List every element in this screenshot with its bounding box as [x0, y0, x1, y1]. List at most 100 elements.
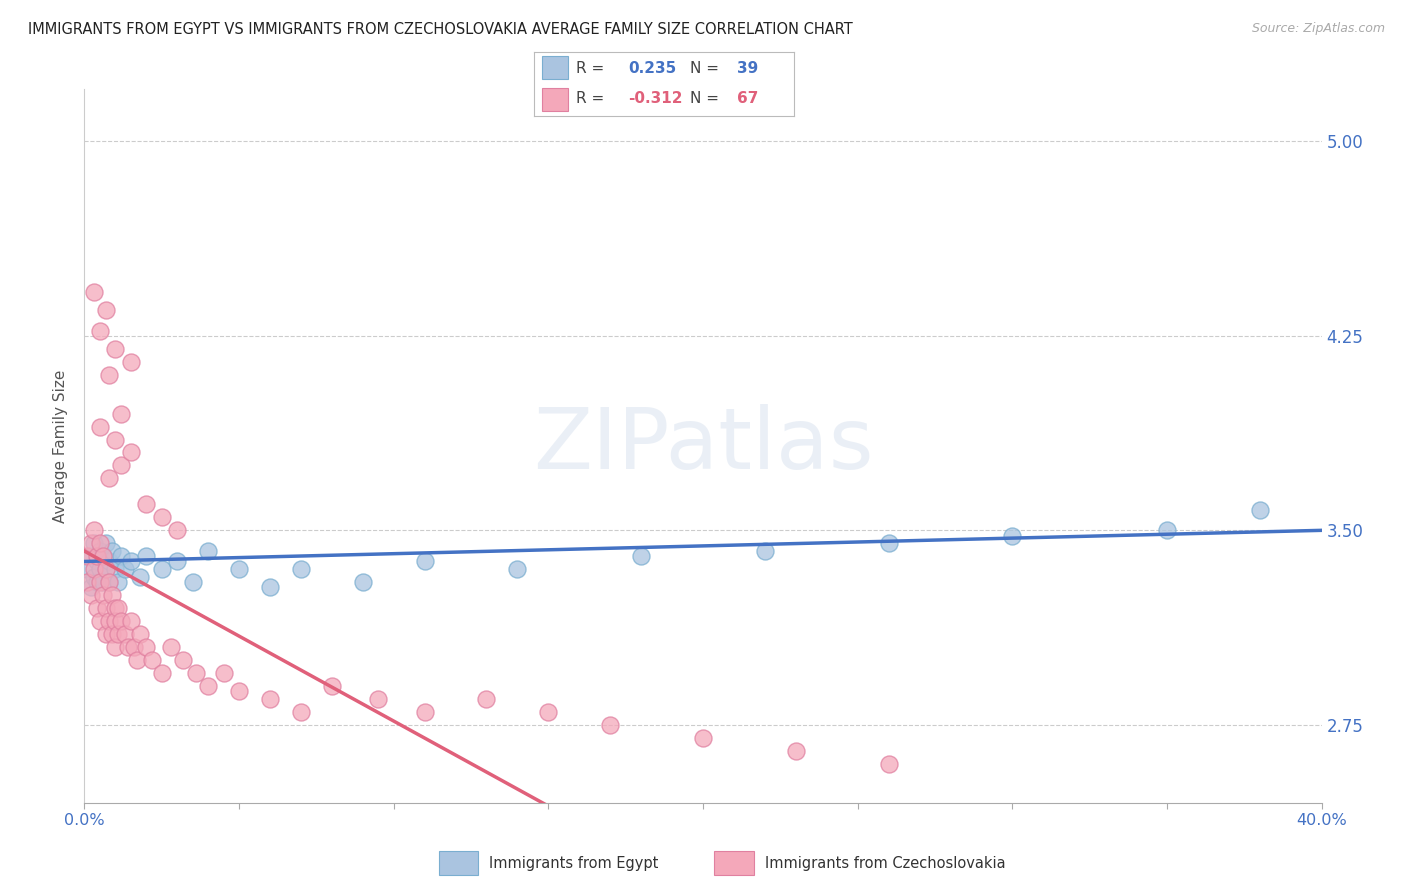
- Point: [79, 588, 101, 602]
- Text: Source: ZipAtlas.com: Source: ZipAtlas.com: [1251, 22, 1385, 36]
- Point: [129, 570, 152, 584]
- Point: [110, 458, 132, 473]
- Point: [89, 614, 111, 628]
- Point: [104, 640, 127, 654]
- Point: [135, 497, 157, 511]
- Point: [122, 640, 145, 654]
- Point: [197, 679, 219, 693]
- Point: [110, 614, 132, 628]
- Point: [228, 562, 250, 576]
- Point: [94, 601, 117, 615]
- Point: [91, 549, 114, 564]
- Point: [83, 536, 105, 550]
- Point: [98, 471, 121, 485]
- Point: [89, 324, 111, 338]
- Point: [475, 692, 498, 706]
- Point: [135, 549, 157, 564]
- Point: [89, 575, 111, 590]
- Bar: [543, 87, 568, 111]
- Point: [120, 354, 142, 368]
- Point: [94, 302, 117, 317]
- Point: [166, 524, 188, 538]
- Point: [692, 731, 714, 745]
- Point: [212, 666, 235, 681]
- Point: [259, 692, 281, 706]
- Point: [181, 575, 204, 590]
- Point: [754, 544, 776, 558]
- Point: [228, 684, 250, 698]
- Text: Immigrants from Czechoslovakia: Immigrants from Czechoslovakia: [765, 855, 1005, 871]
- Point: [76, 549, 98, 564]
- Point: [129, 627, 152, 641]
- Point: [120, 554, 142, 568]
- Point: [290, 562, 312, 576]
- Point: [79, 536, 101, 550]
- Point: [1249, 502, 1271, 516]
- Point: [107, 575, 129, 590]
- Point: [630, 549, 652, 564]
- Point: [94, 562, 117, 576]
- Point: [79, 549, 101, 564]
- Point: [125, 653, 148, 667]
- Point: [537, 705, 560, 719]
- Point: [98, 554, 121, 568]
- Point: [101, 627, 124, 641]
- Point: [120, 445, 142, 459]
- Point: [114, 562, 136, 576]
- Point: [197, 544, 219, 558]
- Point: [150, 562, 173, 576]
- Point: [83, 570, 105, 584]
- Text: R =: R =: [576, 92, 609, 106]
- Point: [94, 627, 117, 641]
- Point: [94, 536, 117, 550]
- Bar: [543, 56, 568, 79]
- Text: 67: 67: [737, 92, 759, 106]
- Point: [76, 562, 98, 576]
- Point: [172, 653, 194, 667]
- Point: [98, 575, 121, 590]
- Point: [135, 640, 157, 654]
- Point: [1001, 528, 1024, 542]
- Point: [184, 666, 207, 681]
- Point: [367, 692, 389, 706]
- Point: [98, 614, 121, 628]
- Point: [413, 554, 436, 568]
- Point: [89, 562, 111, 576]
- Point: [150, 666, 173, 681]
- Point: [110, 549, 132, 564]
- Point: [104, 601, 127, 615]
- Point: [104, 562, 127, 576]
- Point: [94, 562, 117, 576]
- Point: [101, 544, 124, 558]
- Bar: [439, 851, 478, 875]
- Point: [104, 433, 127, 447]
- Point: [91, 575, 114, 590]
- Point: [114, 627, 136, 641]
- Point: [166, 554, 188, 568]
- Point: [86, 601, 108, 615]
- Point: [79, 581, 101, 595]
- Point: [413, 705, 436, 719]
- Point: [101, 588, 124, 602]
- Point: [877, 536, 900, 550]
- Point: [160, 640, 183, 654]
- Point: [76, 575, 98, 590]
- Point: [86, 549, 108, 564]
- Point: [785, 744, 807, 758]
- Point: [117, 640, 139, 654]
- Point: [150, 510, 173, 524]
- Text: -0.312: -0.312: [628, 92, 682, 106]
- Point: [506, 562, 529, 576]
- Bar: [714, 851, 754, 875]
- Point: [98, 368, 121, 382]
- Text: Immigrants from Egypt: Immigrants from Egypt: [489, 855, 658, 871]
- Point: [89, 544, 111, 558]
- Point: [141, 653, 163, 667]
- Point: [599, 718, 621, 732]
- Point: [110, 407, 132, 421]
- Point: [107, 627, 129, 641]
- Point: [104, 342, 127, 356]
- Point: [83, 562, 105, 576]
- Text: 0.235: 0.235: [628, 61, 676, 76]
- Point: [83, 285, 105, 299]
